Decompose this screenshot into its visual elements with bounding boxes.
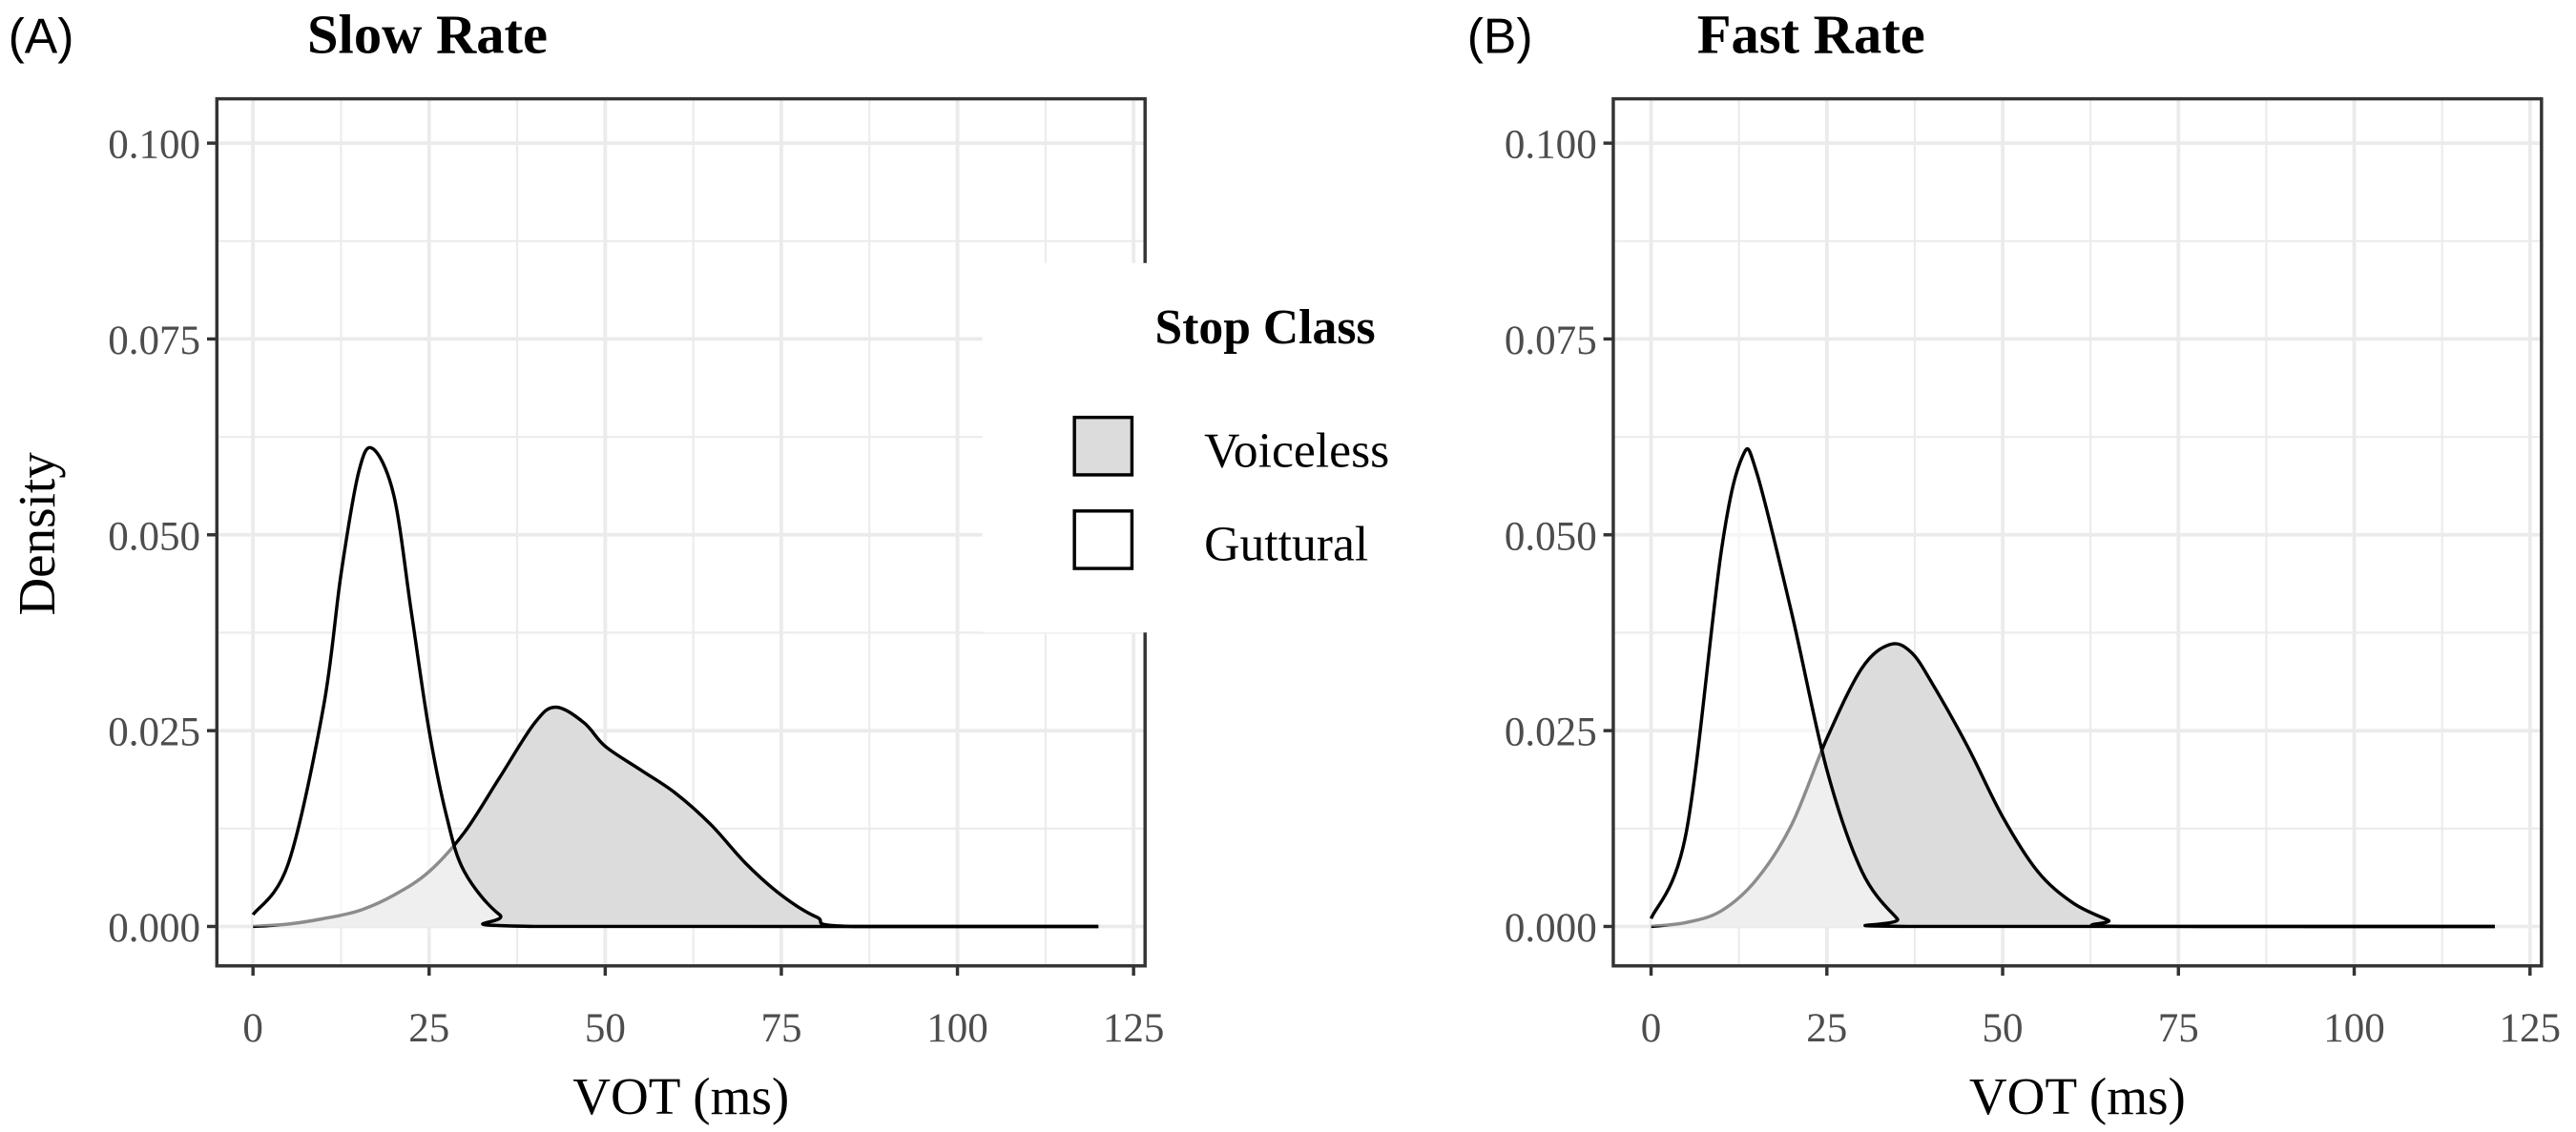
x-tick-label: 75 [2158, 1006, 2199, 1051]
guttural-density-line [251, 445, 1099, 929]
y-tick-label: 0.000 [108, 906, 200, 951]
x-axis-title: VOT (ms) [1969, 1067, 2186, 1125]
y-tick-label: 0.000 [1505, 906, 1597, 951]
y-tick-label: 0.025 [108, 710, 200, 755]
x-axis-title: VOT (ms) [572, 1067, 789, 1125]
x-tick-label: 25 [408, 1006, 449, 1051]
plot-border [1611, 96, 2544, 968]
panel-title: Slow Rate [307, 3, 548, 65]
panel-title: Fast Rate [1697, 3, 1925, 65]
x-tick-label: 75 [760, 1006, 801, 1051]
y-axis-title: Density [8, 452, 66, 616]
y-tick-label: 0.075 [108, 319, 200, 363]
legend-label-guttural: Guttural [1204, 517, 1368, 571]
panel-b: (B) Fast Rate 0.000 0.025 0.050 0.075 0.100 0 25… [1467, 3, 2561, 1124]
legend-label-voiceless: Voiceless [1204, 423, 1389, 478]
guttural-density-area [1651, 448, 2495, 927]
x-tick-label: 25 [1806, 1006, 1847, 1051]
y-tick-label: 0.025 [1505, 710, 1597, 755]
y-tick-label: 0.075 [1505, 319, 1597, 363]
x-tick-label: 0 [242, 1006, 263, 1051]
x-tick-label: 50 [1983, 1006, 2024, 1051]
legend-title: Stop Class [1155, 300, 1376, 355]
panel-label: (A) [9, 8, 74, 63]
x-tick-label: 100 [2323, 1006, 2385, 1051]
y-tick-label: 0.100 [108, 123, 200, 168]
guttural-density-line [1649, 446, 2495, 929]
legend-key-guttural [1072, 509, 1134, 570]
panel-label: (B) [1467, 8, 1533, 63]
legend-background [982, 262, 1446, 633]
voiceless-density-area [1651, 643, 2495, 927]
x-tick-label: 125 [1103, 1006, 1165, 1051]
x-tick-label: 125 [2500, 1006, 2562, 1051]
x-tick-label: 50 [585, 1006, 626, 1051]
legend: Stop Class Voiceless Guttural [982, 262, 1446, 633]
y-tick-label: 0.050 [108, 514, 200, 559]
y-tick-label: 0.100 [1505, 123, 1597, 168]
x-tick-label: 0 [1641, 1006, 1662, 1051]
legend-key-voiceless [1072, 415, 1134, 477]
y-tick-label: 0.050 [1505, 514, 1597, 559]
x-tick-label: 100 [926, 1006, 988, 1051]
